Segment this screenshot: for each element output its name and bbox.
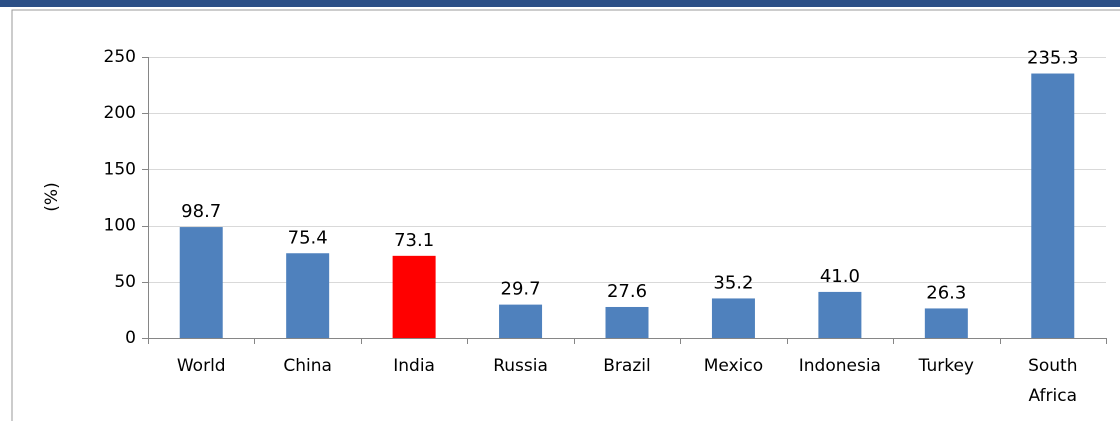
data-label: 26.3: [926, 282, 966, 303]
bar-russia: [499, 304, 543, 338]
x-tick-labels: World China India Russia Brazil Mexico Indones…: [177, 356, 1078, 406]
data-label: 27.6: [607, 281, 647, 302]
bar-india: [392, 255, 436, 338]
bar-turkey: [924, 308, 968, 338]
data-labels: 98.7 75.4 73.1 29.7 27.6 35.2 41.0 26.3 235.3: [181, 48, 1078, 304]
data-label: 98.7: [181, 201, 221, 222]
x-tick-label: China: [283, 356, 332, 376]
x-tick-label: Turkey: [918, 356, 974, 376]
bar-china: [286, 253, 330, 338]
data-label: 29.7: [501, 279, 541, 300]
y-tick-label: 0: [125, 328, 136, 348]
gridlines: [148, 57, 1106, 283]
y-tick-label: 200: [104, 103, 136, 123]
x-tick-label: Russia: [493, 356, 548, 376]
x-tick-label: Mexico: [704, 356, 763, 376]
data-label: 41.0: [820, 266, 860, 287]
x-tick-label: Brazil: [603, 356, 650, 376]
bar-mexico: [711, 298, 755, 338]
bar-brazil: [605, 306, 649, 338]
y-tick-label: 100: [104, 216, 136, 236]
x-tick-label: World: [177, 356, 226, 376]
data-label: 235.3: [1027, 48, 1079, 69]
bar-south-africa: [1031, 73, 1075, 338]
data-label: 75.4: [288, 227, 328, 248]
y-tick-label: 250: [104, 47, 136, 67]
y-tick-label: 50: [114, 272, 136, 292]
y-axis-label: (%): [42, 182, 62, 211]
bar-world: [179, 227, 223, 338]
x-tick-label: South Africa: [1028, 356, 1077, 406]
chart-border: [11, 9, 1120, 421]
bar-indonesia: [818, 291, 862, 338]
data-label: 35.2: [713, 272, 753, 293]
x-tick-label: India: [393, 356, 435, 376]
x-tick-label: Indonesia: [799, 356, 881, 376]
y-tick-label: 150: [104, 159, 136, 179]
bars: [179, 73, 1075, 338]
axes: [142, 57, 1107, 344]
y-tick-labels: 0 50 100 150 200 250: [104, 47, 136, 348]
header-band: [0, 0, 1120, 7]
data-label: 73.1: [394, 230, 434, 251]
